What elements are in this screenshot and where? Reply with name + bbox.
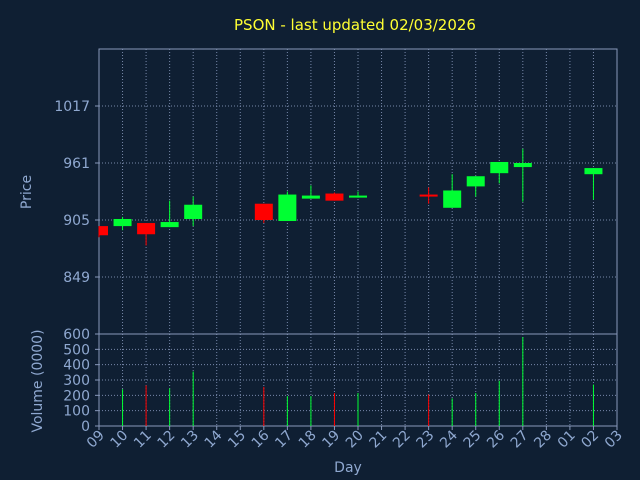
candle-body [325, 193, 344, 201]
candle [513, 148, 532, 202]
candle [278, 191, 297, 222]
x-tick-label: 11 [131, 428, 155, 452]
candle [584, 168, 603, 200]
x-tick-label: 12 [155, 428, 179, 452]
candle-body [349, 195, 367, 198]
candle [349, 191, 367, 198]
candle [137, 223, 156, 246]
volume-tick-label: 500 [63, 342, 90, 358]
candle-body [278, 194, 297, 222]
candle-body [466, 176, 485, 187]
x-tick-label: 27 [508, 428, 532, 452]
price-axis-label: Price [19, 175, 35, 209]
candle [325, 192, 344, 201]
x-axis-label: Day [334, 460, 362, 476]
x-tick-label: 13 [178, 428, 202, 452]
candle-body [584, 168, 603, 175]
x-tick-label: 14 [202, 427, 226, 451]
chart-title: PSON - last updated 02/03/2026 [234, 16, 476, 34]
x-tick-label: 28 [531, 428, 555, 452]
candle [443, 174, 462, 208]
volume-tick-label: 600 [63, 327, 90, 343]
candles [98, 148, 603, 246]
candle-body [513, 163, 532, 168]
candle-body [301, 195, 320, 199]
x-tick-label: 03 [602, 428, 626, 452]
x-tick-label: 16 [249, 427, 273, 451]
price-tick-label: 1017 [54, 99, 90, 115]
price-tick-label: 961 [63, 156, 90, 172]
x-tick-label: 24 [437, 427, 461, 451]
volume-tick-label: 100 [63, 404, 90, 420]
x-tick-labels: 09 10 11 12 13 14 15 16 17 18 19 20 21 22 23 24 25 26 27 28… [84, 426, 626, 451]
candle-body [254, 203, 273, 220]
price-tick-label: 849 [63, 270, 90, 286]
volume-axis-label: Volume (0000) [30, 329, 46, 432]
candle-body [490, 161, 509, 174]
x-tick-label: 15 [225, 428, 249, 452]
volume-tick-label: 400 [63, 358, 90, 374]
candle [98, 226, 108, 238]
x-tick-label: 25 [461, 428, 485, 452]
candle-body [99, 226, 108, 236]
x-tick-label: 10 [107, 428, 131, 452]
candle [301, 185, 320, 199]
candle [113, 216, 132, 231]
x-tick-label: 22 [390, 428, 414, 452]
candle-body [160, 222, 179, 228]
volume-tick-label: 300 [63, 373, 90, 389]
grid-lines [99, 49, 617, 426]
x-tick-label: 01 [555, 428, 579, 452]
volume-tick-label: 0 [81, 419, 90, 435]
x-tick-label: 02 [578, 428, 602, 452]
x-tick-label: 19 [319, 428, 343, 452]
x-tick-label: 23 [414, 428, 438, 452]
candle [490, 161, 509, 184]
volume-tick-label: 200 [63, 388, 90, 404]
candle [419, 187, 438, 204]
candle-body [113, 218, 132, 227]
candle [466, 176, 485, 197]
x-tick-label: 20 [343, 428, 367, 452]
price-tick-label: 905 [63, 213, 90, 229]
x-tick-label: 18 [296, 428, 320, 452]
x-tick-label: 21 [366, 428, 390, 452]
candle [184, 196, 203, 227]
candle-body [443, 190, 462, 208]
candle [254, 203, 273, 224]
x-tick-label: 17 [272, 428, 296, 452]
volume-bars [122, 337, 594, 426]
candle-body [184, 204, 203, 219]
candle [160, 200, 179, 228]
candle-body [137, 223, 156, 235]
candle-body [419, 194, 438, 197]
x-tick-label: 26 [484, 427, 508, 451]
